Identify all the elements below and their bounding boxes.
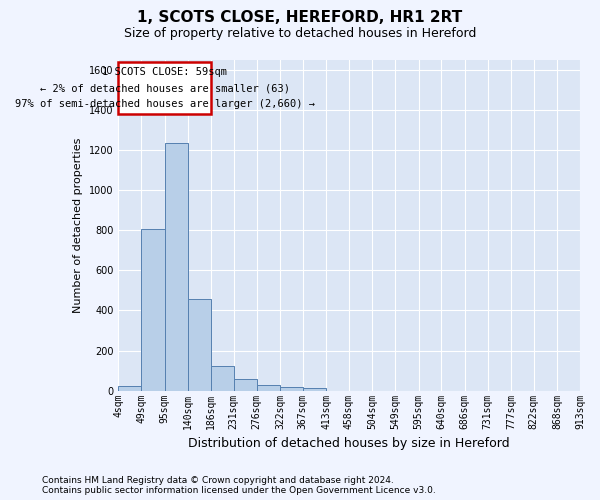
Text: 97% of semi-detached houses are larger (2,660) →: 97% of semi-detached houses are larger (… (14, 98, 314, 108)
Bar (257, 385, 280, 390)
Bar (188, 300, 211, 390)
Text: ← 2% of detached houses are smaller (63): ← 2% of detached houses are smaller (63) (40, 83, 290, 93)
Bar (234, 378, 257, 390)
Text: Contains HM Land Registry data © Crown copyright and database right 2024.
Contai: Contains HM Land Registry data © Crown c… (42, 476, 436, 495)
Bar (141, 230, 164, 390)
Bar (118, 62, 211, 114)
Bar (164, 143, 188, 390)
Bar (280, 387, 303, 390)
Text: 1, SCOTS CLOSE, HEREFORD, HR1 2RT: 1, SCOTS CLOSE, HEREFORD, HR1 2RT (137, 10, 463, 25)
Bar (211, 366, 234, 390)
X-axis label: Distribution of detached houses by size in Hereford: Distribution of detached houses by size … (188, 437, 510, 450)
Text: 1 SCOTS CLOSE: 59sqm: 1 SCOTS CLOSE: 59sqm (102, 68, 227, 78)
Bar (118, 386, 141, 390)
Y-axis label: Number of detached properties: Number of detached properties (73, 138, 83, 313)
Text: Size of property relative to detached houses in Hereford: Size of property relative to detached ho… (124, 28, 476, 40)
Bar (303, 388, 326, 390)
